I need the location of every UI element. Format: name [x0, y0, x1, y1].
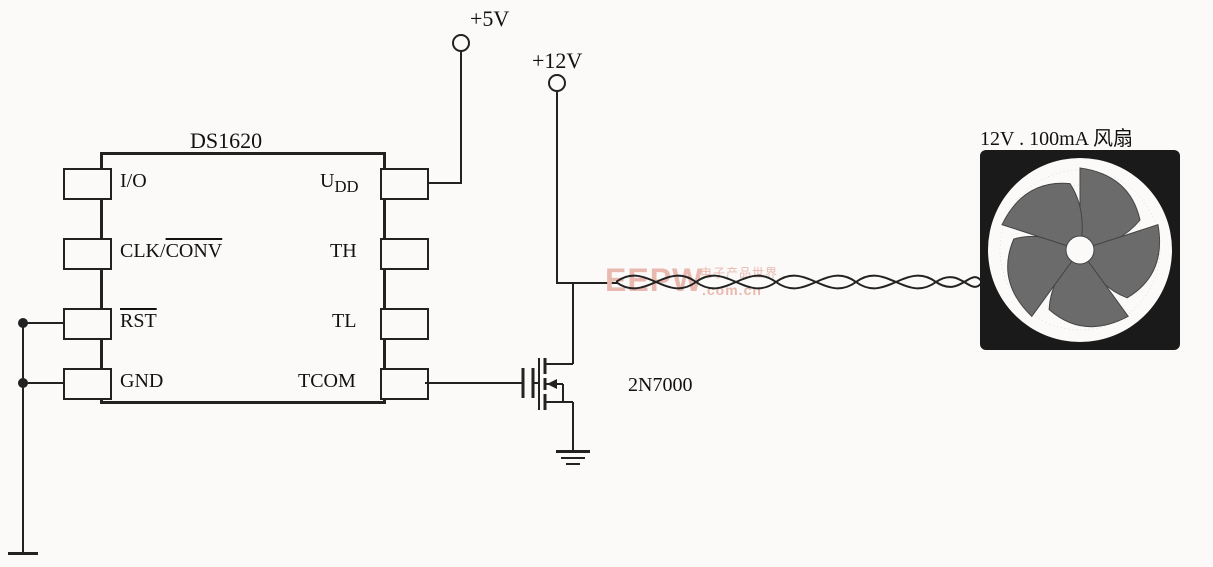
node-gnd: [18, 378, 28, 388]
pin-th-label: TH: [330, 240, 357, 263]
wire-drain-up: [572, 282, 574, 342]
fan-svg: [980, 150, 1180, 350]
transistor-label: 2N7000: [628, 374, 692, 397]
pin-io: [63, 168, 112, 200]
pin-th: [380, 238, 429, 270]
gnd-mos-1: [556, 450, 590, 453]
wire-gnd-left: [22, 382, 63, 384]
wire-12v-down: [556, 92, 558, 282]
pin-tcom: [380, 368, 429, 400]
fan-box: [980, 150, 1180, 350]
wire-rst-left: [22, 322, 63, 324]
twisted-pair: [616, 260, 982, 308]
pin-clk-label: CLK/CONV: [120, 240, 222, 263]
fan-label: 12V . 100mA 风扇: [980, 122, 1133, 151]
pin-tl-label: TL: [332, 310, 356, 333]
pin-udd-label: UDD: [320, 170, 359, 197]
wire-5v-to-udd: [425, 182, 462, 184]
pin-tl: [380, 308, 429, 340]
wire-left-down: [22, 322, 24, 552]
pin-rst-label: RST: [120, 310, 157, 333]
pin-clk: [63, 238, 112, 270]
circuit-diagram: +5V +12V EEPW .com.cn 电子产品世界 DS1620 I/O …: [0, 0, 1213, 567]
node-rst: [18, 318, 28, 328]
gnd-left-1: [8, 552, 38, 555]
label-12v: +12V: [532, 48, 582, 74]
chip-name: DS1620: [190, 128, 262, 154]
terminal-12v: [548, 74, 566, 92]
pin-udd: [380, 168, 429, 200]
gnd-mos-2: [561, 457, 585, 459]
wire-5v-down: [460, 50, 462, 184]
pin-rst: [63, 308, 112, 340]
pin-io-label: I/O: [120, 170, 147, 193]
label-5v: +5V: [470, 6, 509, 32]
pin-gnd-label: GND: [120, 370, 163, 393]
gnd-mos-3: [566, 463, 580, 465]
pin-gnd: [63, 368, 112, 400]
pin-tcom-label: TCOM: [298, 370, 356, 393]
